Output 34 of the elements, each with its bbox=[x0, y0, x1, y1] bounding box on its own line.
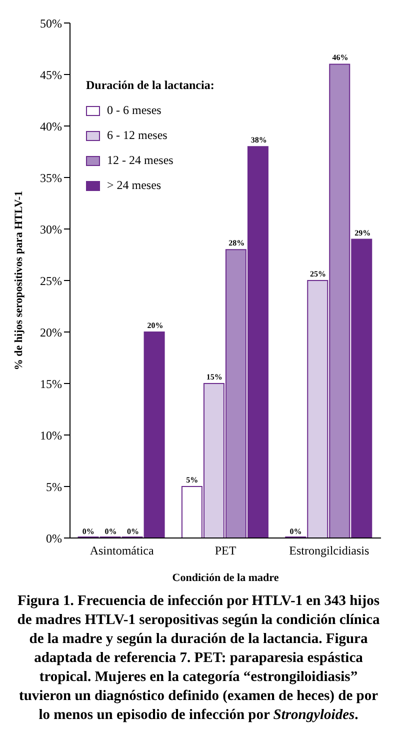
y-tick-label: 10% bbox=[40, 428, 62, 442]
y-tick-label: 50% bbox=[40, 16, 62, 30]
data-label: 0% bbox=[290, 527, 302, 536]
y-tick-label: 0% bbox=[46, 531, 62, 546]
y-axis-title: % de hijos seropositivos para HTLV-1 bbox=[12, 190, 25, 370]
y-tick-label: 15% bbox=[40, 376, 62, 391]
legend-title: Duración de la lactancia: bbox=[86, 78, 214, 93]
data-label: 20% bbox=[147, 321, 164, 330]
x-tick-label: Estrongilcidiasis bbox=[289, 544, 370, 558]
y-tick-label: 40% bbox=[40, 119, 62, 134]
data-label: 15% bbox=[206, 372, 222, 382]
data-label: 28% bbox=[228, 238, 245, 248]
x-tick-label: Asintomática bbox=[90, 544, 154, 558]
data-label: 0% bbox=[126, 527, 139, 536]
data-label: 46% bbox=[332, 53, 348, 62]
data-label: 5% bbox=[186, 476, 198, 484]
legend-label: 6 - 12 meses bbox=[107, 128, 168, 143]
data-label: 0% bbox=[104, 527, 117, 536]
x-axis-title: Condición de la madre bbox=[172, 572, 279, 584]
legend-label: 12 - 24 meses bbox=[107, 153, 174, 168]
data-label: 0% bbox=[82, 527, 94, 536]
y-tick-label: 20% bbox=[40, 325, 62, 340]
y-tick-label: 35% bbox=[40, 170, 62, 185]
y-tick-label: 5% bbox=[46, 480, 62, 494]
text: Figura 1. Frecuencia de infección por HTLV-1 en 343 hijos de madres HTLV-1 seropositivas según la condición clínica de la madre y según la duración de la lactancia. Figura adaptada de referencia 7. PET: paraparesia espástica tropical. Mujeres en la categoría “estrongiloidiasis” tuvieron un diagnóstico definido (examen de heces) de por lo menos un episodio de infección por Strongyloides. bbox=[17, 593, 380, 723]
legend-label: 0 - 6 meses bbox=[107, 103, 162, 118]
data-label: 29% bbox=[354, 228, 371, 238]
y-tick-label: 45% bbox=[40, 68, 62, 82]
y-tick-label: 25% bbox=[40, 274, 62, 288]
data-label: 38% bbox=[250, 136, 267, 145]
legend-label: > 24 meses bbox=[107, 178, 162, 193]
x-tick-label: PET bbox=[214, 544, 237, 558]
y-tick-label: 30% bbox=[40, 222, 62, 236]
data-label: 25% bbox=[310, 270, 326, 278]
